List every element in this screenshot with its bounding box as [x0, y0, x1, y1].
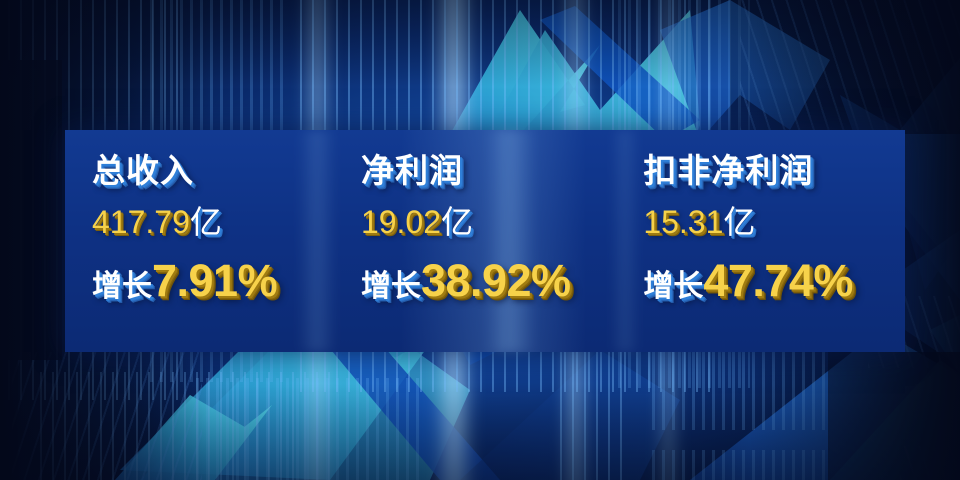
- metric-card-net-profit: 净利润 19.02亿 增长38.92%: [339, 130, 626, 352]
- metric-growth-label: 增长: [643, 270, 704, 303]
- metric-title: 总收入: [92, 152, 194, 189]
- metric-growth: 增长47.74%: [643, 258, 853, 303]
- metric-growth-value: 7.91%: [152, 255, 278, 306]
- metric-value-unit: 亿: [441, 204, 474, 240]
- stats-panel: [65, 130, 905, 352]
- metric-value: 19.02亿: [361, 206, 473, 238]
- metric-growth: 增长38.92%: [361, 258, 571, 303]
- metric-value-number: 19.02: [360, 204, 442, 240]
- panel-light-streak-icon: [610, 130, 640, 352]
- metric-value-number: 417.79: [92, 204, 190, 240]
- panel-light-streak-icon: [297, 130, 337, 352]
- panel-light-streak-icon: [485, 130, 537, 352]
- metric-growth-label: 增长: [92, 270, 152, 303]
- metric-card-total-revenue: 总收入 417.79亿 增长7.91%: [65, 130, 339, 352]
- metric-value-number: 15.31: [643, 204, 724, 240]
- metric-growth-value: 47.74%: [703, 255, 853, 306]
- metric-value: 417.79亿: [92, 206, 222, 238]
- metric-value-unit: 亿: [723, 204, 756, 240]
- metric-card-adjusted-net-profit: 扣非净利润 15.31亿 增长47.74%: [626, 130, 905, 352]
- metric-title: 净利润: [360, 152, 463, 189]
- metric-growth: 增长7.91%: [92, 255, 278, 306]
- metrics-row: 总收入 417.79亿 增长7.91% 净利润 19.02亿 增长38.92% …: [65, 130, 905, 352]
- metric-growth-label: 增长: [360, 270, 421, 303]
- metric-value: 15.31亿: [643, 206, 755, 238]
- metric-growth-value: 38.92%: [420, 255, 571, 306]
- metric-title: 扣非净利润: [643, 152, 814, 189]
- metric-value-unit: 亿: [189, 204, 222, 240]
